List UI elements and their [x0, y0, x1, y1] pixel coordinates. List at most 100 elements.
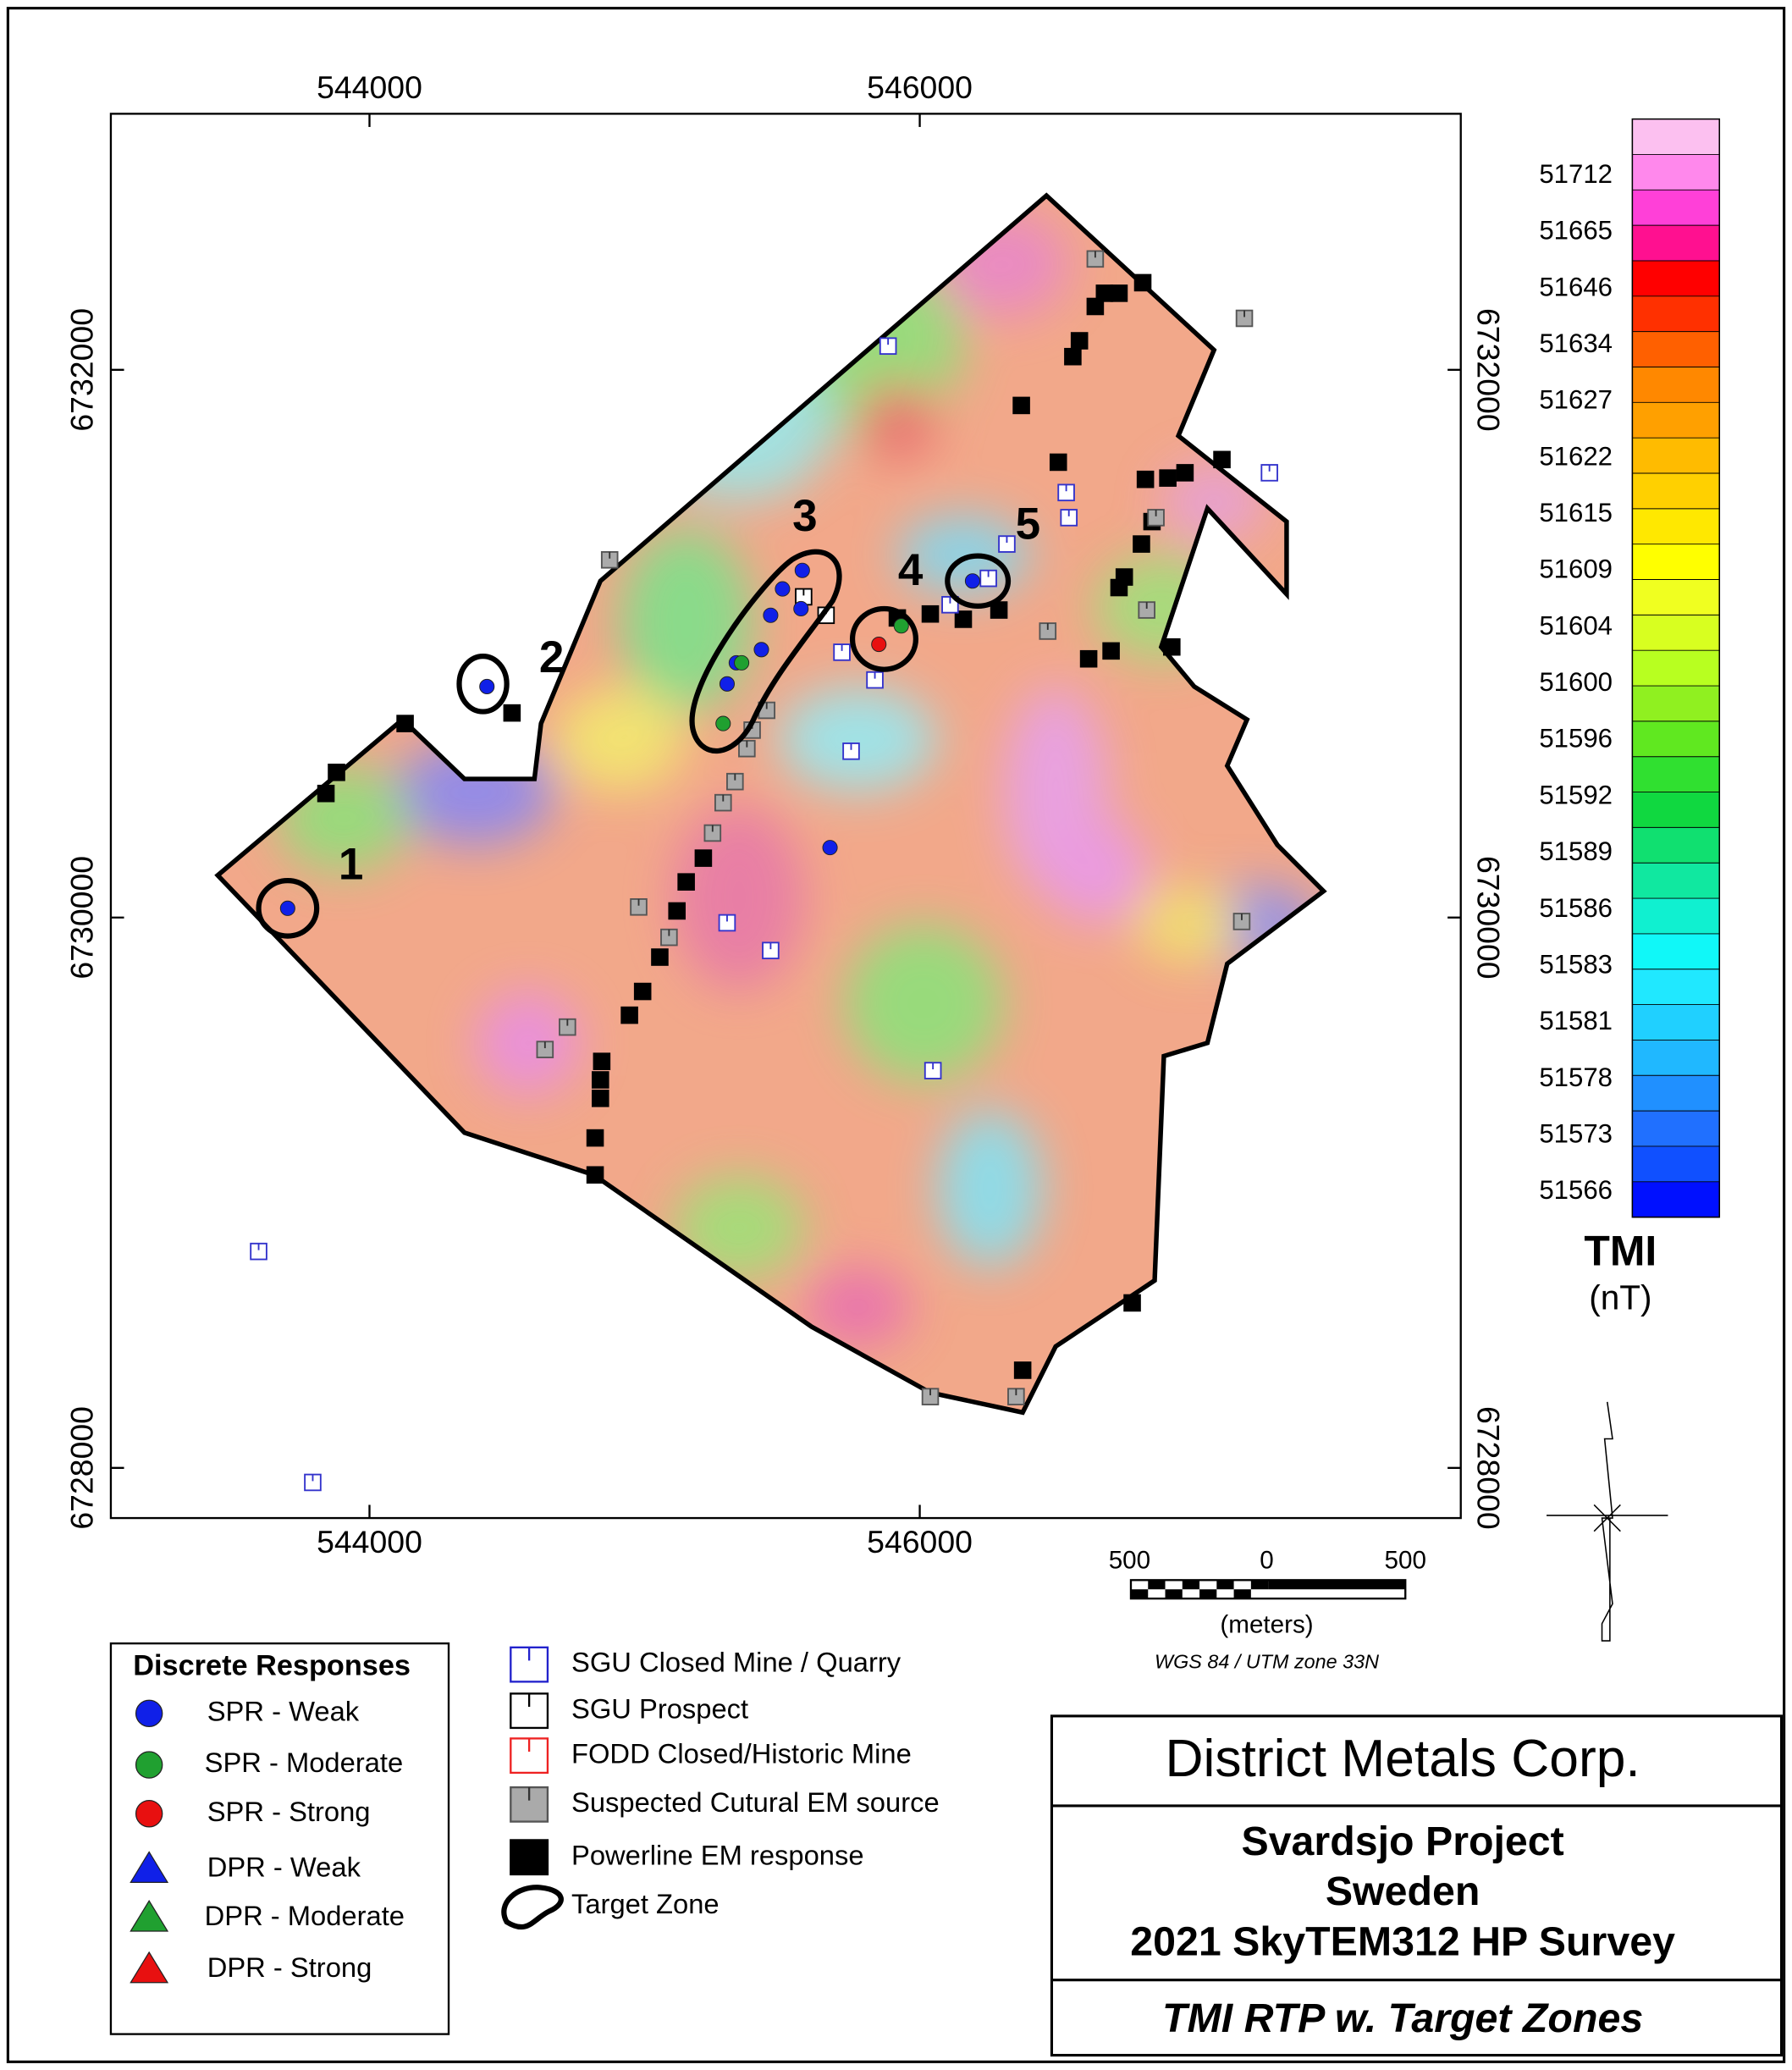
anomaly	[620, 527, 753, 714]
map-subtitle: TMI RTP w. Target Zones	[1162, 1995, 1643, 2041]
powerline-marker	[1095, 284, 1114, 302]
powerline-marker	[921, 604, 940, 623]
color-scale-label: 51589	[1539, 836, 1613, 866]
response-marker	[964, 573, 980, 589]
powerline-marker	[1176, 464, 1194, 482]
scale-bar-segment	[1268, 1580, 1406, 1590]
powerline-marker	[328, 763, 345, 781]
powerline-marker	[593, 1052, 611, 1070]
zone-label: 4	[898, 545, 924, 595]
color-scale-label: 51712	[1539, 159, 1613, 189]
target-zone	[689, 549, 842, 754]
scale-label: 0	[1260, 1546, 1273, 1574]
frame-ticks	[110, 113, 1461, 1519]
powerline-marker	[1213, 450, 1231, 469]
x-coord-label: 544000	[317, 1524, 422, 1559]
mine-marker	[998, 535, 1016, 553]
color-scale-label: 51578	[1539, 1063, 1613, 1092]
response-marker	[715, 715, 731, 731]
powerline-marker	[1070, 332, 1089, 350]
powerline-marker	[503, 704, 521, 722]
y-coord-label: 6732000	[64, 308, 100, 432]
color-bin	[1632, 295, 1720, 333]
powerline-marker	[586, 1129, 604, 1147]
legend-title: Discrete Responses	[133, 1649, 411, 1681]
response-marker	[279, 900, 295, 916]
color-bin	[1632, 225, 1720, 262]
powerline-marker	[1123, 1294, 1141, 1312]
zone-label: 2	[539, 632, 564, 682]
powerline-marker	[592, 1071, 609, 1089]
color-bin	[1632, 260, 1720, 297]
legend-label: Target Zone	[571, 1888, 720, 1919]
color-bin	[1632, 686, 1720, 722]
color-scale-label: 51583	[1539, 949, 1613, 979]
response-marker	[775, 581, 791, 597]
title-box	[1050, 1714, 1784, 2057]
legend-label: Suspected Cutural EM source	[571, 1786, 940, 1818]
scale-bar	[1129, 1579, 1407, 1600]
response-marker	[479, 678, 495, 694]
legend-symbol	[130, 1899, 169, 1932]
color-bin	[1632, 1181, 1720, 1218]
zone-label: 1	[339, 840, 363, 890]
color-bin	[1632, 827, 1720, 864]
legend-label: FODD Closed/Historic Mine	[571, 1737, 912, 1769]
color-bin	[1632, 508, 1720, 545]
legend-label: SPR - Strong	[207, 1796, 371, 1827]
powerline-marker	[651, 948, 669, 966]
color-bar-frame	[1631, 118, 1721, 1218]
anomaly	[936, 1108, 1043, 1267]
legend-label: SPR - Moderate	[205, 1747, 404, 1778]
target-zones	[256, 549, 1012, 939]
scale-bar-segment	[1130, 1589, 1149, 1599]
color-scale-label: 51581	[1539, 1006, 1613, 1035]
scale-unit: (meters)	[1220, 1611, 1313, 1639]
anomaly	[778, 686, 937, 792]
color-bin	[1632, 402, 1720, 439]
color-scale-label: 51627	[1539, 385, 1613, 415]
color-bin	[1632, 1075, 1720, 1112]
color-bin	[1632, 650, 1720, 687]
powerline-marker	[317, 784, 335, 803]
zone-label: 3	[792, 491, 817, 541]
north-arrow	[1547, 1401, 1668, 1642]
mine-marker	[924, 1062, 942, 1079]
legend-label: Powerline EM response	[571, 1839, 864, 1870]
response-marker	[719, 676, 736, 692]
legend-symbol	[135, 1751, 163, 1779]
color-scale-label: 51609	[1539, 555, 1613, 584]
color-scale-label: 51566	[1539, 1175, 1613, 1205]
response-marker	[734, 654, 750, 671]
powerline-marker	[1159, 469, 1177, 487]
legend-symbol	[510, 1839, 549, 1876]
zone-label: 5	[1016, 499, 1040, 549]
color-bin	[1632, 1145, 1720, 1183]
scale-bar-segment	[1165, 1589, 1183, 1599]
response-marker	[794, 562, 810, 578]
anomaly	[844, 924, 1003, 1083]
powerline-marker	[1064, 347, 1082, 366]
scale-bar-segment	[1216, 1580, 1234, 1590]
color-bin	[1632, 756, 1720, 793]
color-scale-unit: (nT)	[1589, 1278, 1651, 1317]
response-marker	[871, 637, 887, 653]
color-bin	[1632, 898, 1720, 935]
y-coord-label: 6728000	[1470, 1406, 1506, 1530]
color-scale-label: 51600	[1539, 667, 1613, 697]
color-scale-label: 51615	[1539, 498, 1613, 527]
powerline-marker	[633, 982, 652, 1001]
x-coord-label: 546000	[867, 69, 973, 105]
color-bin	[1632, 1004, 1720, 1041]
powerline-marker	[1163, 638, 1181, 656]
color-scale-label: 51592	[1539, 780, 1613, 809]
color-bin	[1632, 544, 1720, 581]
legend-symbol	[130, 1951, 169, 1984]
legend-label: DPR - Weak	[207, 1851, 361, 1882]
legend-symbol	[130, 1851, 169, 1883]
powerline-marker	[1086, 297, 1105, 316]
anomaly	[857, 383, 937, 462]
powerline-marker	[677, 873, 695, 891]
color-bin	[1632, 579, 1720, 616]
color-bin	[1632, 792, 1720, 829]
